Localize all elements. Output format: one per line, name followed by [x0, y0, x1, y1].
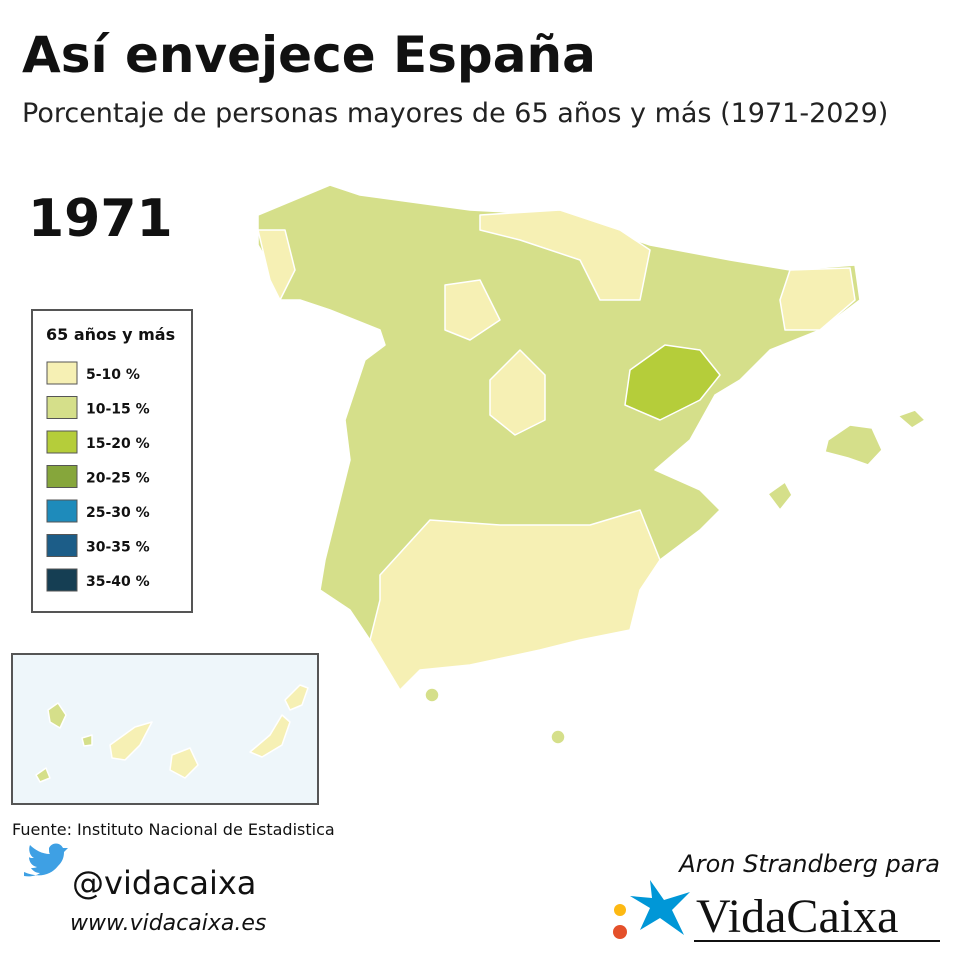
- legend-swatch: [46, 361, 78, 385]
- island: [109, 721, 153, 761]
- island: [767, 481, 793, 511]
- legend-swatch: [46, 534, 78, 557]
- legend-label: 5-10 %: [86, 367, 140, 383]
- legend-label: 30-35 %: [86, 540, 150, 556]
- island: [249, 714, 291, 758]
- twitter-handle: @vidacaixa: [72, 864, 256, 902]
- region: [489, 349, 546, 436]
- spain-map: [257, 184, 926, 745]
- region: [369, 509, 661, 691]
- region: [624, 344, 721, 421]
- legend-label: 20-25 %: [86, 471, 150, 487]
- logo-dot: [614, 904, 626, 916]
- island: [47, 702, 67, 729]
- title: Así envejece España: [22, 26, 596, 84]
- logo-dot: [613, 925, 627, 939]
- legend-title: 65 años y más: [46, 325, 175, 344]
- website: www.vidacaixa.es: [70, 911, 266, 936]
- legend-swatch: [46, 499, 78, 523]
- credit: Aron Strandberg para: [677, 850, 940, 878]
- brand-logo: [613, 880, 690, 939]
- legend-box: [31, 309, 193, 613]
- island: [897, 409, 926, 429]
- legend-label: 15-20 %: [86, 436, 150, 452]
- legend-swatch: [46, 430, 78, 454]
- legend-label: 10-15 %: [86, 402, 150, 418]
- year: 1971: [28, 189, 173, 249]
- island: [169, 747, 199, 779]
- island: [550, 729, 566, 745]
- island: [424, 687, 440, 703]
- logo-star: [630, 880, 690, 935]
- legend-swatch: [46, 465, 78, 488]
- subtitle: Porcentaje de personas mayores de 65 año…: [22, 98, 888, 129]
- legend-swatch: [46, 396, 78, 419]
- legend-label: 25-30 %: [86, 505, 150, 521]
- island: [81, 734, 93, 747]
- twitter-icon: [24, 843, 68, 877]
- island: [824, 424, 883, 466]
- island: [284, 684, 309, 711]
- canary-inset: [11, 653, 319, 805]
- source: Fuente: Instituto Nacional de Estadistic…: [12, 820, 335, 839]
- brand: VidaCaixa: [696, 890, 898, 943]
- region: [779, 267, 856, 331]
- legend: 65 años y más 5-10 % 10-15 % 15-20 % 20-25 …: [31, 309, 193, 613]
- legend-swatch: [46, 568, 78, 592]
- region: [444, 279, 501, 341]
- region: [257, 229, 296, 301]
- island: [35, 767, 51, 783]
- legend-label: 35-40 %: [86, 574, 150, 590]
- region: [479, 209, 651, 301]
- inset-box: [11, 653, 319, 805]
